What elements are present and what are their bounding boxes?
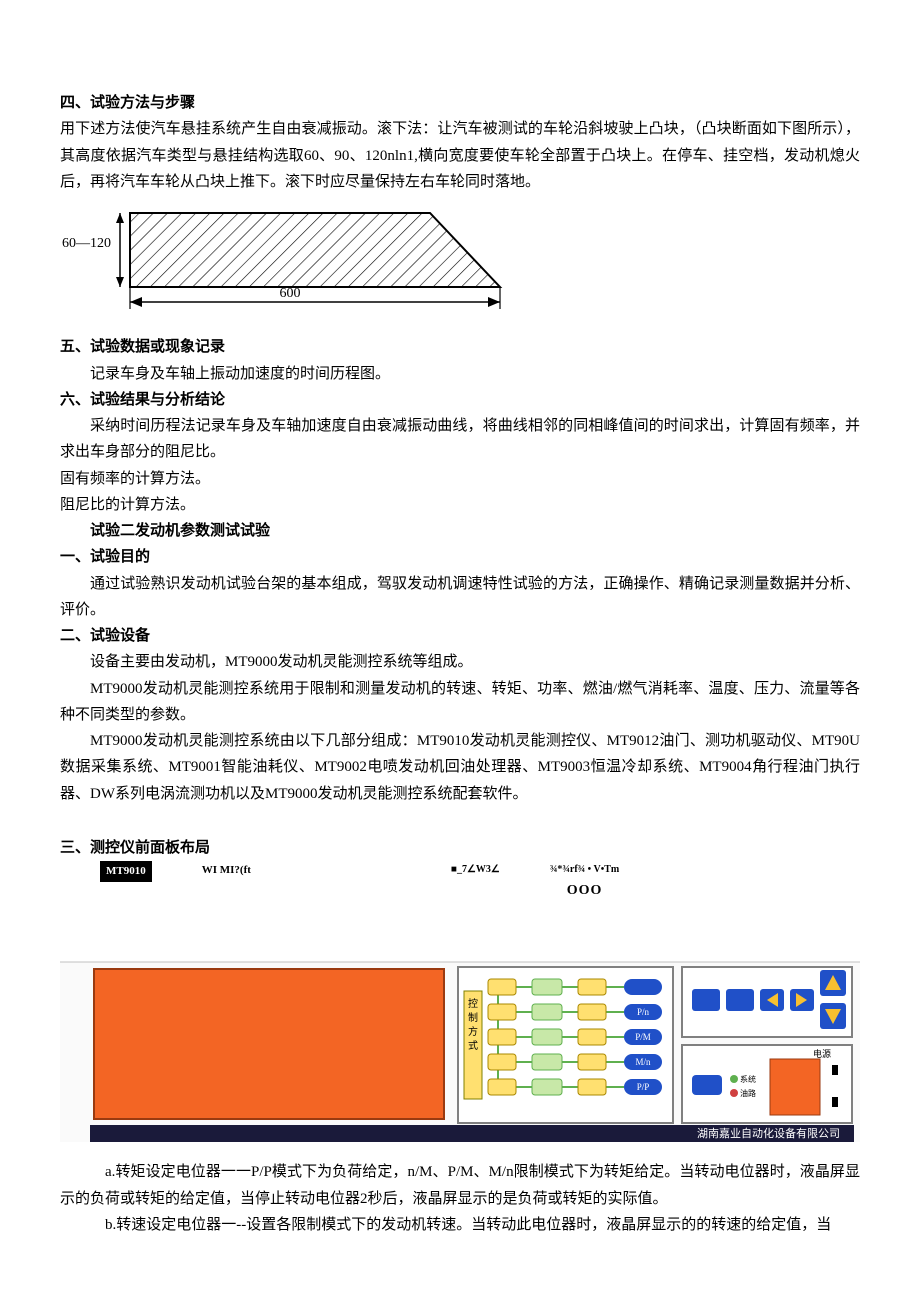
panel-top-text3: ¾*¾rf¾ • V•Tm — [550, 861, 619, 879]
exp2-s2-p2: MT9000发动机灵能测控系统用于限制和测量发动机的转速、转矩、功率、燃油/燃气… — [60, 676, 860, 729]
exp2-s2-p1: 设备主要由发动机，MT9000发动机灵能测控系统等组成。 — [60, 649, 860, 675]
panel-top-labels: MT9010 WI MI?(ft ■_7∠W3∠ ¾*¾rf¾ • V•Tm O… — [100, 861, 860, 903]
panel-top-text2: ■_7∠W3∠ — [451, 861, 500, 879]
svg-text:电源: 电源 — [813, 1048, 831, 1059]
exp2-s2-heading: 二、试验设备 — [60, 623, 860, 649]
panel-ooo: OOO — [567, 879, 603, 904]
section4-p1: 用下述方法使汽车悬挂系统产生自由衰减振动。滚下法：让汽车被测试的车轮沿斜坡驶上凸… — [60, 116, 860, 195]
section6-p2: 固有频率的计算方法。 — [60, 466, 860, 492]
svg-text:控: 控 — [468, 997, 478, 1010]
control-panel: 控 制 方 式 P/n P/M M/n — [60, 907, 860, 1151]
exp2-s2-p3: MT9000发动机灵能测控系统由以下几部分组成：MT9010发动机灵能测控仪、M… — [60, 728, 860, 807]
svg-text:P/P: P/P — [637, 1082, 650, 1092]
exp2-s3-heading: 三、测控仪前面板布局 — [60, 835, 860, 861]
exp2-s1-heading: 一、试验目的 — [60, 544, 860, 570]
svg-text:式: 式 — [468, 1039, 478, 1052]
exp2-title: 试验二发动机参数测试试验 — [60, 518, 860, 544]
mt9010-label: MT9010 — [100, 861, 152, 882]
diagram-height-label: 60—120 — [62, 236, 111, 251]
note-b: b.转速设定电位器一--设置各限制模式下的发动机转速。当转动此电位器时，液晶屏显… — [60, 1212, 860, 1238]
svg-text:制: 制 — [468, 1011, 478, 1024]
svg-text:P/n: P/n — [637, 1007, 650, 1017]
svg-text:方: 方 — [468, 1025, 478, 1038]
section6-p3: 阻尼比的计算方法。 — [60, 492, 860, 518]
svg-text:P/M: P/M — [635, 1032, 651, 1042]
ramp-diagram: 60—120 600 — [60, 207, 860, 326]
diagram-width-label: 600 — [280, 286, 301, 301]
section5-heading: 五、试验数据或现象记录 — [60, 334, 860, 360]
panel-top-text1: WI MI?(ft — [202, 861, 251, 880]
section6-heading: 六、试验结果与分析结论 — [60, 387, 860, 413]
section4-heading: 四、试验方法与步骤 — [60, 90, 860, 116]
section5-p1: 记录车身及车轴上振动加速度的时间历程图。 — [60, 361, 860, 387]
svg-text:M/n: M/n — [635, 1057, 651, 1067]
section6-p1: 采纳时间历程法记录车身及车轴加速度自由衰减振动曲线，将曲线相邻的同相峰值间的时间… — [60, 413, 860, 466]
panel-footer: 湖南嘉业自动化设备有限公司 — [697, 1126, 840, 1140]
note-a: a.转矩设定电位器一一P/P模式下为负荷给定，n/M、P/M、M/n限制模式下为… — [60, 1159, 860, 1212]
svg-text:系统: 系统 — [740, 1074, 756, 1084]
svg-text:油路: 油路 — [740, 1088, 756, 1098]
exp2-s1-p1: 通过试验熟识发动机试验台架的基本组成，驾驭发动机调速特性试验的方法，正确操作、精… — [60, 571, 860, 624]
